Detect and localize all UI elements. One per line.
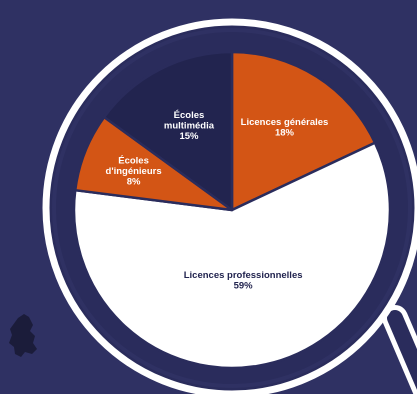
pie-slice	[72, 141, 392, 370]
slice-category-label: Licences générales	[241, 117, 329, 128]
slice-value-label: 15%	[179, 131, 199, 142]
slice-value-label: 18%	[275, 128, 295, 139]
slice-category-label: Écoles	[174, 110, 205, 121]
slice-category-label: multimédia	[164, 121, 215, 132]
slice-value-label: 59%	[234, 280, 254, 291]
slice-category-label: Écoles	[118, 156, 149, 167]
slice-value-label: 8%	[127, 177, 141, 188]
map-fragment-icon	[9, 314, 37, 357]
pie-slice	[102, 50, 234, 212]
slice-category-label: d'ingénieurs	[106, 166, 162, 177]
pie-slice	[230, 50, 377, 212]
pie-slices	[72, 50, 392, 370]
slice-category-label: Licences professionnelles	[184, 270, 303, 281]
